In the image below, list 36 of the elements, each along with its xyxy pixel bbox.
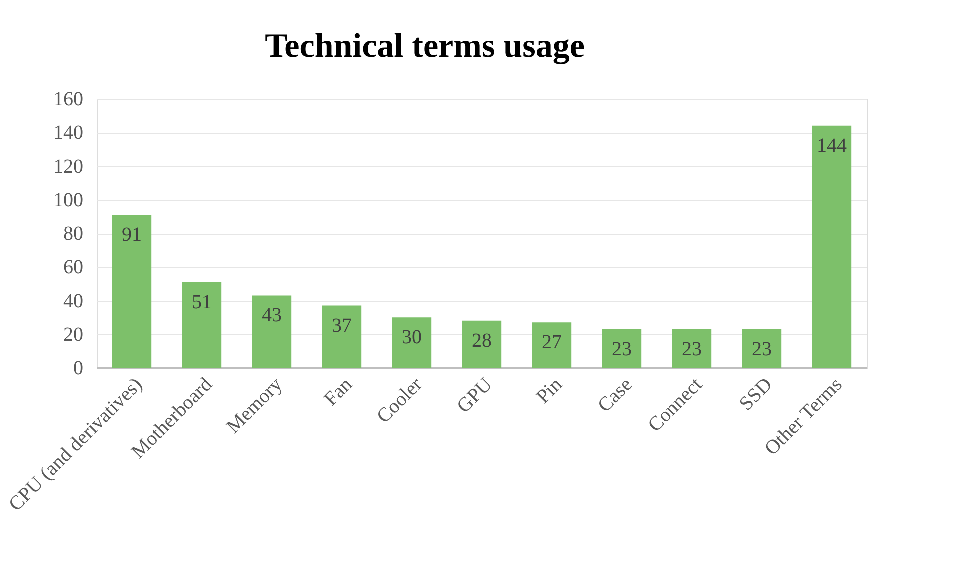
bar — [532, 322, 572, 368]
data-label: 23 — [752, 338, 772, 360]
x-tick-label: Case — [594, 374, 637, 417]
bar — [182, 282, 222, 368]
y-tick-label: 120 — [54, 156, 84, 178]
data-label: 91 — [122, 224, 142, 246]
x-tick-label: Fan — [320, 374, 357, 411]
y-tick-label: 160 — [54, 88, 84, 110]
data-label: 51 — [192, 291, 212, 314]
y-tick-label: 140 — [54, 122, 84, 144]
bar — [812, 126, 852, 368]
data-label: 144 — [817, 134, 847, 157]
chart-title: Technical terms usage — [265, 28, 585, 65]
data-label: 37 — [332, 314, 352, 337]
data-label: 23 — [682, 338, 702, 360]
y-tick-label: 80 — [64, 223, 84, 245]
bar — [462, 320, 502, 368]
bar — [112, 215, 152, 368]
data-label: 43 — [262, 304, 282, 327]
data-label: 30 — [402, 326, 422, 349]
bar — [602, 329, 642, 368]
bar — [672, 329, 712, 368]
y-tick-label: 0 — [74, 358, 84, 380]
data-label: 28 — [472, 330, 492, 352]
y-tick-label: 60 — [64, 256, 84, 279]
data-label: 23 — [612, 338, 632, 360]
y-tick-label: 100 — [54, 189, 84, 212]
bar — [392, 318, 432, 368]
y-tick-label: 20 — [64, 324, 84, 346]
bar — [322, 306, 362, 368]
x-tick-label: Pin — [532, 374, 567, 408]
bar — [252, 296, 292, 368]
data-label: 27 — [542, 332, 562, 354]
y-tick-label: 40 — [64, 290, 84, 312]
bar — [742, 329, 782, 368]
x-tick-label: SSD — [735, 374, 777, 416]
